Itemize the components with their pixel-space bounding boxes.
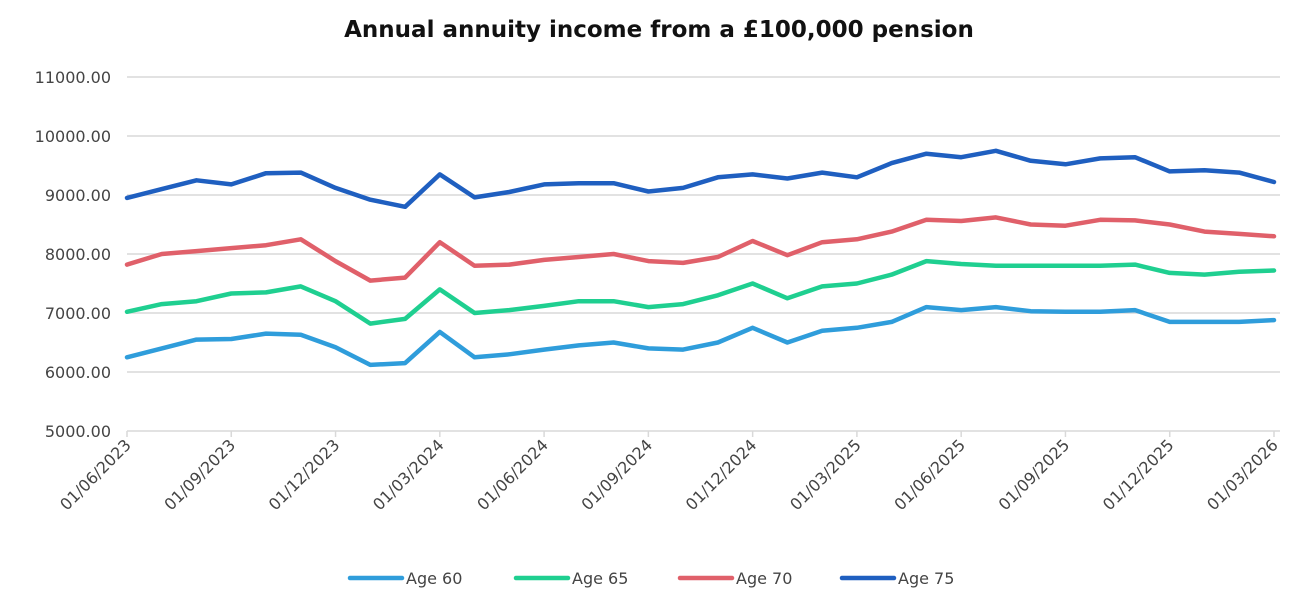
x-tick-label: 01/03/2025	[786, 435, 865, 514]
y-tick-label: 6000.00	[45, 363, 111, 382]
x-tick-label: 01/06/2025	[890, 435, 969, 514]
series-lines	[124, 148, 1277, 368]
y-tick-label: 5000.00	[45, 422, 111, 441]
x-tick-label: 01/06/2024	[473, 435, 552, 514]
legend: Age 60 Age 65 Age 70 Age 75	[347, 569, 954, 588]
y-tick-label: 9000.00	[45, 186, 111, 205]
legend-label: Age 65	[572, 569, 628, 588]
series-line-age-75	[124, 148, 1277, 210]
x-tick-label: 01/12/2023	[265, 435, 344, 514]
y-axis-ticks: 5000.00 6000.00 7000.00 8000.00 9000.00 10000…	[35, 68, 111, 441]
y-tick-label: 10000.00	[35, 127, 111, 146]
y-tick-label: 7000.00	[45, 304, 111, 323]
x-tick-label: 01/09/2023	[160, 435, 239, 514]
series-line-age-60	[124, 304, 1277, 368]
x-tick-label: 01/09/2024	[578, 435, 657, 514]
x-tick-label: 01/03/2024	[369, 435, 448, 514]
series-line-age-65	[124, 258, 1277, 326]
chart-title: Annual annuity income from a £100,000 pe…	[344, 17, 974, 43]
y-tick-label: 11000.00	[35, 68, 111, 87]
x-tick-label: 01/09/2025	[995, 435, 1074, 514]
y-tick-label: 8000.00	[45, 245, 111, 264]
x-tick-label: 01/03/2026	[1203, 435, 1282, 514]
legend-label: Age 75	[898, 569, 954, 588]
x-tick-label: 01/12/2025	[1099, 435, 1178, 514]
x-tick-label: 01/06/2023	[56, 435, 135, 514]
legend-label: Age 70	[736, 569, 792, 588]
x-axis: 01/06/2023 01/09/2023 01/12/2023 01/03/2024…	[56, 431, 1282, 514]
series-line-age-70	[124, 215, 1277, 283]
legend-label: Age 60	[406, 569, 462, 588]
gridlines	[127, 76, 1280, 432]
x-tick-label: 01/12/2024	[682, 435, 761, 514]
